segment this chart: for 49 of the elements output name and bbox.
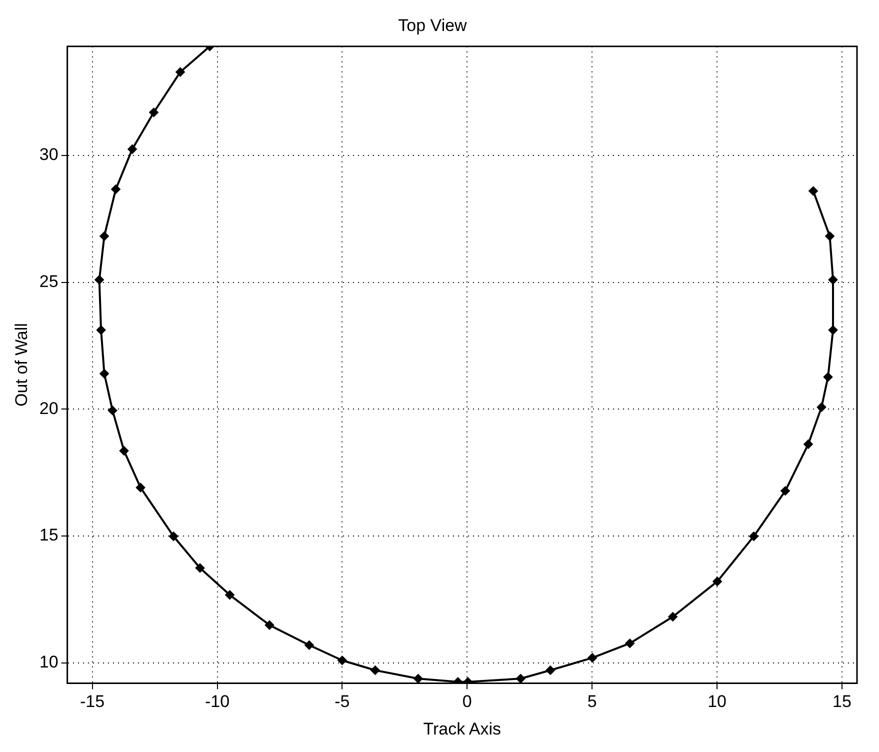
point	[808, 186, 818, 196]
point	[817, 402, 826, 412]
point	[625, 638, 634, 648]
y-tick-label: 30	[39, 145, 58, 164]
y-axis-title: Out of Wall	[12, 323, 31, 407]
point	[94, 275, 104, 284]
point	[824, 372, 833, 382]
point	[128, 144, 137, 154]
x-tick-label: -5	[334, 692, 350, 712]
point	[338, 656, 347, 665]
x-tick-label: -15	[80, 692, 105, 712]
x-tick-label: 5	[587, 692, 597, 712]
point	[149, 108, 158, 117]
point	[196, 564, 205, 573]
point	[749, 532, 758, 541]
x-axis-title: Track Axis	[423, 719, 502, 738]
x-tick-label: 15	[832, 692, 852, 712]
chart-title: Top View	[398, 16, 468, 35]
point	[804, 440, 813, 449]
x-tick-label: 10	[708, 692, 727, 712]
point	[414, 674, 423, 684]
point	[100, 232, 109, 241]
point	[828, 275, 838, 284]
y-tick-label: 15	[39, 526, 58, 545]
point	[136, 483, 146, 492]
point	[96, 326, 106, 335]
point	[100, 369, 109, 378]
x-tick-label: -10	[204, 692, 230, 712]
point	[169, 532, 178, 541]
point	[780, 486, 790, 496]
point	[516, 674, 526, 684]
y-tick-label: 20	[39, 398, 58, 418]
point	[370, 666, 380, 675]
point	[825, 232, 834, 241]
point	[111, 184, 120, 194]
point	[712, 576, 722, 586]
point	[668, 612, 678, 622]
point	[120, 446, 129, 456]
point	[176, 68, 185, 77]
point	[264, 620, 274, 630]
x-tick-label: 0	[462, 692, 472, 712]
point	[304, 640, 314, 650]
point	[108, 406, 118, 415]
point	[546, 666, 555, 675]
point	[588, 653, 597, 662]
point	[828, 326, 838, 335]
y-tick-label: 25	[39, 272, 58, 292]
point	[225, 590, 234, 600]
y-tick-label: 10	[39, 652, 58, 672]
